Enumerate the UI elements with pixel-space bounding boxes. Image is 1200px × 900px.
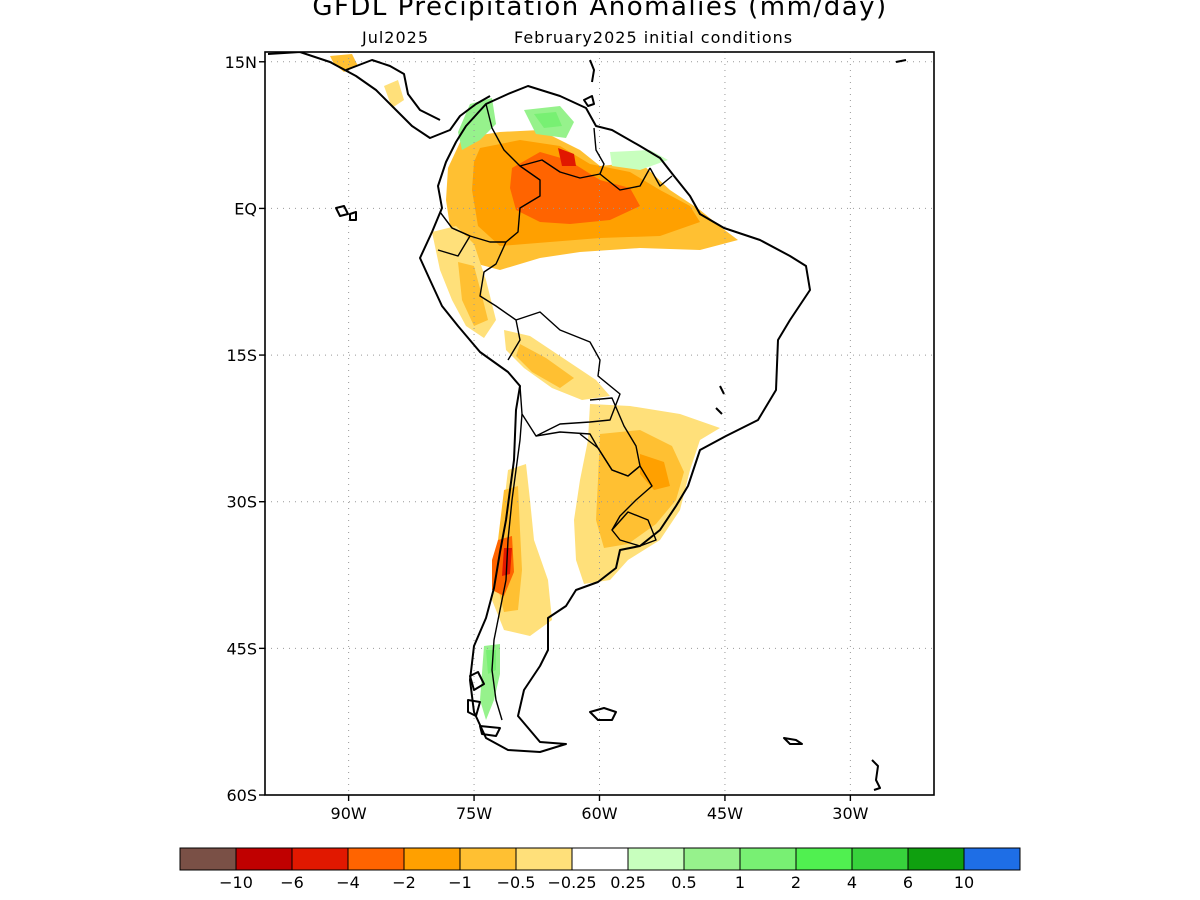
colorbar-tick-label: −6 <box>280 873 304 892</box>
south-america-coastline <box>419 85 811 753</box>
central-america-coastline <box>267 52 491 139</box>
border-peru-brazil <box>479 241 521 361</box>
south-sandwich-islands <box>871 759 881 791</box>
anomaly-shading <box>330 54 738 720</box>
trinidad-coastline <box>583 95 595 107</box>
colorbar-swatch <box>403 847 461 871</box>
initial-conditions: February2025 initial conditions <box>514 28 794 47</box>
lat-tick-label: EQ <box>234 199 257 218</box>
colorbar-tick-label: −4 <box>336 873 360 892</box>
colorbar-tick-label: −1 <box>448 873 472 892</box>
colorbar-tick-label: −0.25 <box>547 873 596 892</box>
central-america-north-coastline <box>345 59 441 121</box>
anomaly-patch-andes-peru-core <box>458 262 488 326</box>
coastlines <box>267 52 907 791</box>
lon-tick-label: 75W <box>456 804 492 823</box>
border-ecuador <box>437 211 471 257</box>
border-guianas <box>599 167 673 191</box>
lat-tick-label: 45S <box>226 639 257 658</box>
anomaly-patch-north-core <box>510 152 640 224</box>
colorbar-tick-label: −10 <box>219 873 253 892</box>
colorbar-tick-label: 4 <box>847 873 857 892</box>
forecast-month: Jul2025 <box>362 28 430 47</box>
lat-tick-label: 15S <box>226 346 257 365</box>
anomaly-patch-north-red <box>558 148 576 166</box>
tierra-del-fuego-islands <box>467 671 501 737</box>
colorbar-swatch <box>907 847 965 871</box>
colorbar-tick-label: 0.25 <box>610 873 646 892</box>
colorbar-swatch <box>795 847 853 871</box>
anomaly-patch-nicaragua <box>384 80 404 108</box>
galapagos-islands <box>335 205 357 221</box>
colorbar-tick-label: 10 <box>954 873 974 892</box>
colorbar-swatch <box>515 847 573 871</box>
border-venezuela <box>519 127 605 179</box>
colorbar-swatch <box>683 847 741 871</box>
colorbar-swatch <box>739 847 797 871</box>
lat-tick-label: 30S <box>226 493 257 512</box>
lat-tick-label: 60S <box>226 786 257 805</box>
colorbar-swatch <box>291 847 349 871</box>
caribbean-islands <box>589 59 907 415</box>
colorbar: −10 −6 −4 −2 −1 −0.5 −0.25 0.25 0.5 1 2 4 6 10 <box>179 847 1021 892</box>
latitude-axis: 15N EQ 15S 30S 45S 60S <box>225 53 265 805</box>
lat-tick-label: 15N <box>225 53 257 72</box>
colorbar-swatch <box>851 847 909 871</box>
anomaly-patch-venezuela-wet-core <box>534 112 562 128</box>
colorbar-tick-label: −2 <box>392 873 416 892</box>
colorbar-tick-label: 0.5 <box>671 873 696 892</box>
colorbar-tick-label: 2 <box>791 873 801 892</box>
country-borders <box>437 103 673 721</box>
lon-tick-label: 60W <box>581 804 617 823</box>
colorbar-swatch <box>235 847 293 871</box>
colorbar-swatch <box>459 847 517 871</box>
border-uruguay <box>611 511 657 547</box>
anomaly-patch-south-brazil-mid <box>596 430 684 548</box>
colorbar-tick-label: 1 <box>735 873 745 892</box>
colorbar-swatch <box>347 847 405 871</box>
lon-tick-label: 30W <box>832 804 868 823</box>
chart-title: GFDL Precipitation Anomalies (mm/day) <box>312 0 888 22</box>
colorbar-tick-label: 6 <box>903 873 913 892</box>
colorbar-swatch <box>571 847 629 871</box>
longitude-axis: 90W 75W 60W 45W 30W <box>331 795 869 823</box>
colorbar-swatch <box>963 847 1021 871</box>
map-plot-area <box>265 52 934 795</box>
border-argentina-brazil <box>535 431 653 531</box>
anomaly-patch-bolivia-core <box>516 344 574 388</box>
anomaly-patch-south-brazil-core <box>640 454 670 490</box>
lon-tick-label: 45W <box>707 804 743 823</box>
colorbar-swatch <box>179 847 237 871</box>
falkland-islands <box>589 707 617 721</box>
border-argentina-chile <box>491 413 523 721</box>
colorbar-swatch <box>627 847 685 871</box>
south-georgia <box>783 737 803 745</box>
colorbar-tick-label: −0.5 <box>497 873 536 892</box>
anomaly-patch-bolivia <box>504 330 610 400</box>
lon-tick-label: 90W <box>331 804 367 823</box>
